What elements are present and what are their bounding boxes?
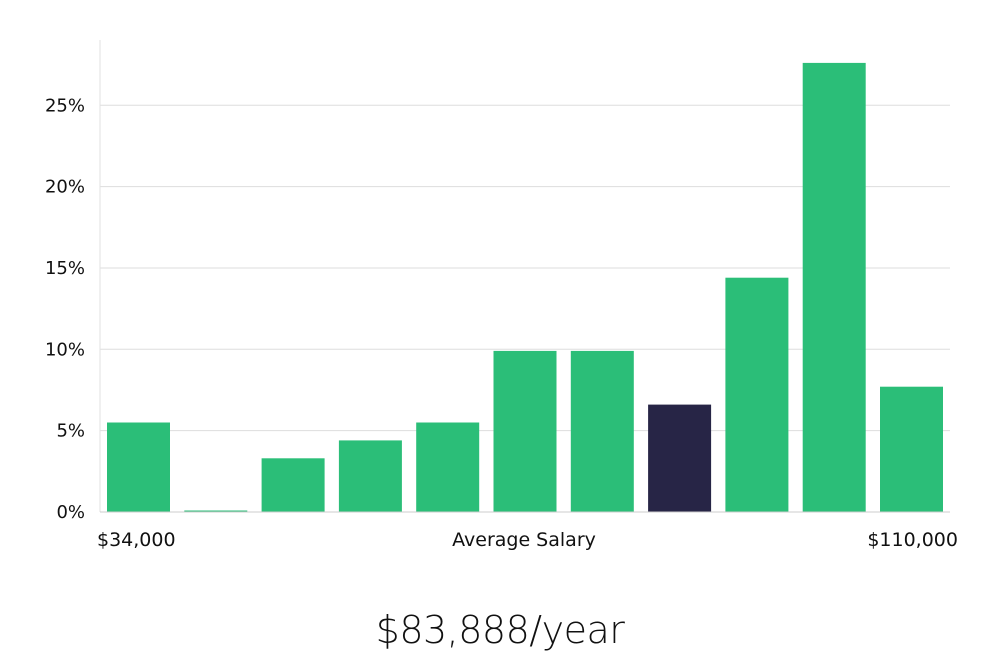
salary-histogram: 0% 5% 10% 15% 20% 25% [45,40,950,523]
x-axis-min-label: $34,000 [97,529,176,551]
bar-1 [184,510,248,512]
bar-5 [493,350,557,512]
y-tick-label-4: 20% [45,177,85,198]
bar-2 [261,458,325,512]
bar-6 [570,350,634,512]
x-axis-max-label: $110,000 [867,529,958,551]
y-tick-label-3: 15% [45,258,85,279]
bars [107,62,943,513]
y-tick-label-5: 25% [45,95,85,116]
x-axis-title: Average Salary [452,529,596,551]
y-tick-label-1: 5% [56,421,85,442]
bar-highlighted [648,404,712,512]
bar-3 [338,440,402,512]
bar-4 [416,422,480,512]
average-salary-value: $83,888/year [375,608,625,652]
bar-0 [107,422,170,512]
y-tick-label-2: 10% [45,339,85,360]
bar-9 [802,62,866,513]
bar-10 [880,386,943,512]
y-tick-label-0: 0% [56,502,85,523]
bar-8 [725,277,789,512]
y-axis-ticks: 0% 5% 10% 15% 20% 25% [45,95,85,523]
